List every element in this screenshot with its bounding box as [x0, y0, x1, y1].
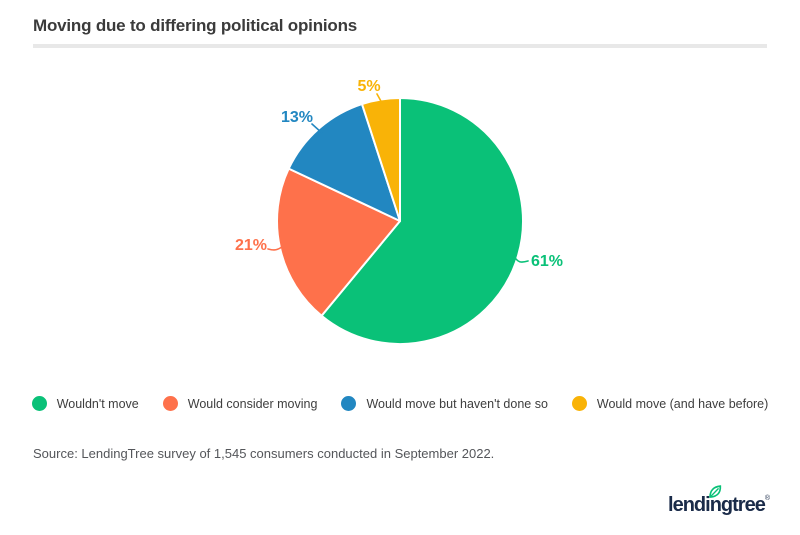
page-title: Moving due to differing political opinio…: [33, 16, 358, 35]
legend-label: Would move but haven't done so: [366, 396, 548, 411]
pie-label-21: 21%: [235, 237, 267, 254]
legend-label: Would consider moving: [187, 396, 318, 411]
pie-slice-would-move-have-before: [360, 97, 401, 222]
pie-slice-wouldnt-move: [320, 97, 524, 345]
leader-line-61: [512, 254, 529, 263]
pie-slice-would-consider-moving: [276, 167, 401, 317]
pie-label-13: 13%: [281, 109, 313, 126]
lendingtree-logo: lendingtree®: [668, 485, 770, 524]
chart-legend: Wouldn't move Would consider moving Woul…: [0, 396, 800, 411]
pie-slices: [276, 97, 524, 345]
pie-label-61: 61%: [531, 253, 563, 270]
leader-line-13: [311, 123, 323, 134]
legend-item-wouldnt-move: Wouldn't move: [31, 396, 139, 411]
pie-label-5: 5%: [357, 78, 380, 95]
leader-lines: [267, 93, 529, 263]
title-divider: [33, 44, 767, 48]
source-attribution: Source: LendingTree survey of 1,545 cons…: [33, 446, 495, 461]
pie-labels: 61% 21% 13% 5%: [235, 78, 563, 270]
legend-dot-green-icon: [31, 396, 47, 411]
legend-dot-blue-icon: [341, 396, 357, 411]
leader-line-21: [267, 246, 282, 251]
legend-label: Wouldn't move: [56, 396, 139, 411]
pie-slice-would-move-but-havent: [287, 103, 401, 222]
leaf-icon: [709, 485, 722, 498]
leader-line-5: [376, 93, 383, 104]
legend-item-would-consider-moving: Would consider moving: [162, 396, 318, 411]
registered-trademark-symbol: ®: [764, 495, 770, 502]
legend-item-would-move-but-havent: Would move but haven't done so: [341, 396, 548, 411]
legend-dot-orange-icon: [162, 396, 178, 411]
legend-item-would-move-have-before: Would move (and have before): [571, 396, 769, 411]
logo-wordmark: lendingtree: [668, 494, 766, 516]
legend-label: Would move (and have before): [596, 396, 769, 411]
legend-dot-yellow-icon: [571, 396, 587, 411]
